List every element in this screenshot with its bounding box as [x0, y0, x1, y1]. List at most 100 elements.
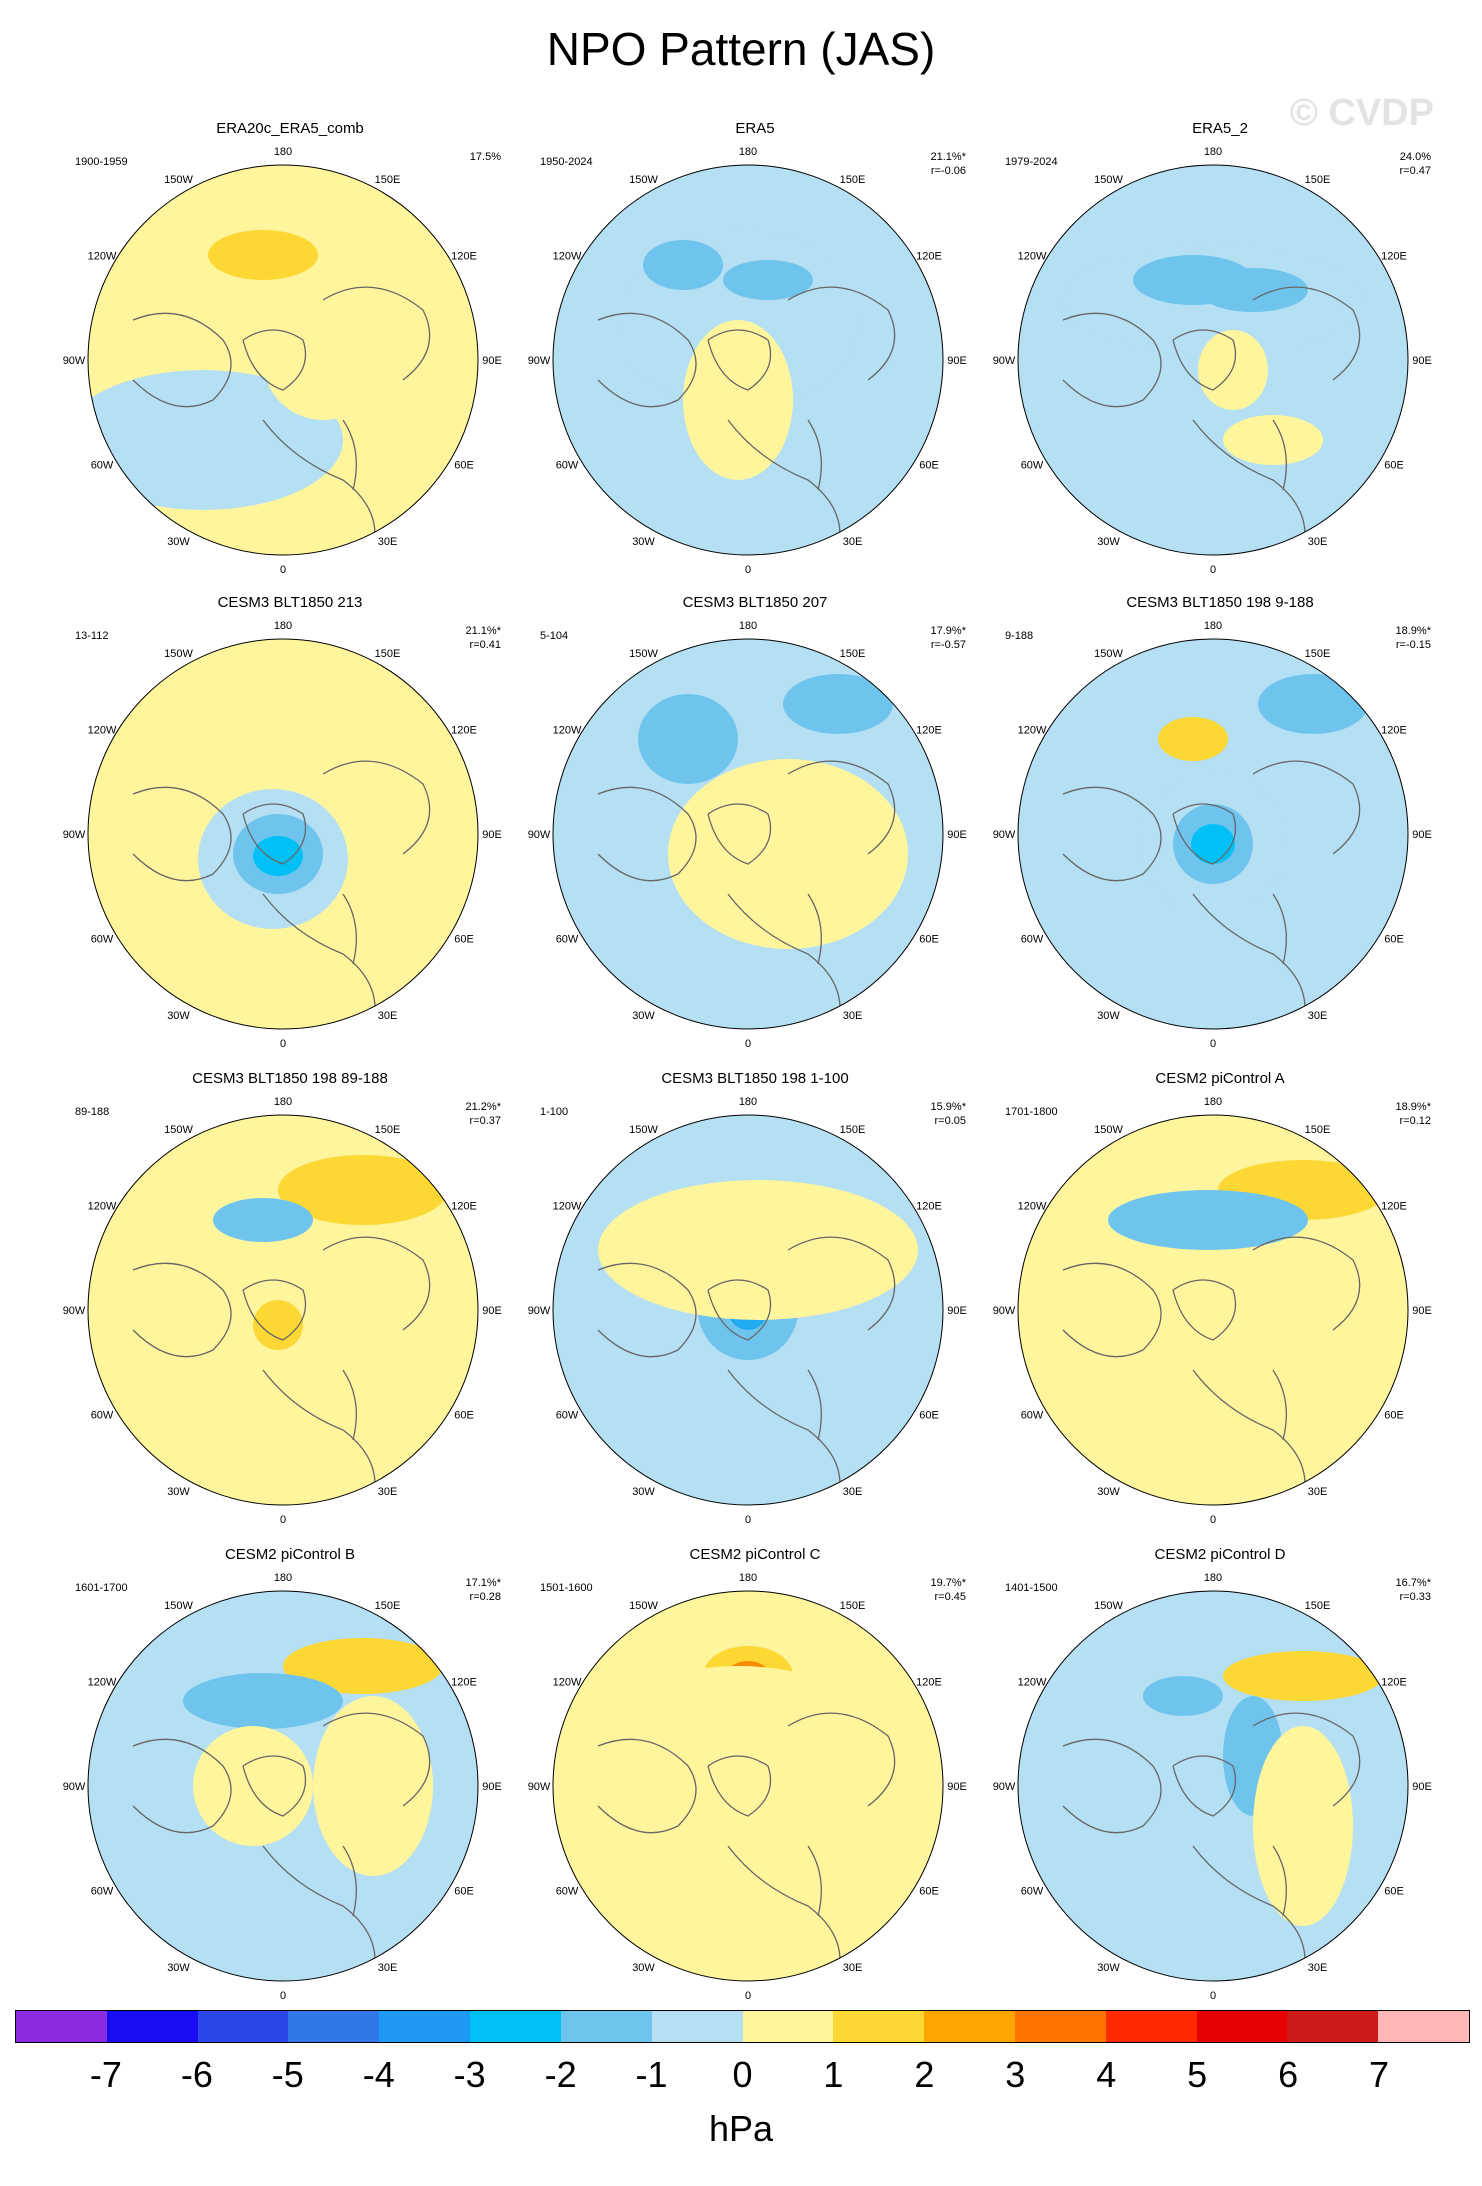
anomaly-contour: [668, 759, 908, 949]
panel-title: ERA20c_ERA5_comb: [216, 120, 364, 137]
coastline: [262, 419, 376, 551]
longitude-label: 60E: [919, 934, 939, 946]
panel-period: 5-104: [540, 630, 569, 642]
longitude-label: 180: [739, 620, 757, 632]
longitude-label: 120E: [916, 1677, 942, 1689]
longitude-label: 90E: [1412, 1781, 1432, 1793]
map-border: [1017, 164, 1409, 556]
longitude-label: 30W: [167, 536, 190, 548]
anomaly-contour: [1198, 330, 1268, 410]
coastline: [322, 286, 431, 381]
longitude-label: 30W: [632, 1486, 655, 1498]
coastline: [1272, 1369, 1287, 1441]
coastline: [1252, 1236, 1361, 1331]
longitude-label: 60W: [1021, 460, 1044, 472]
anomaly-contour: [208, 230, 318, 280]
colorbar-tick-label: 0: [732, 2054, 753, 2095]
explained-variance: 21.2%*: [465, 1101, 501, 1113]
colorbar-tick-label: -5: [271, 2054, 304, 2095]
coastline: [342, 1369, 357, 1441]
panel-period: 1979-2024: [1005, 156, 1058, 168]
explained-variance: 21.1%*: [465, 625, 501, 637]
colorbar-tick-label: -6: [180, 2054, 213, 2095]
longitude-label: 0: [280, 1038, 286, 1050]
polar-map-icon: 180 150E 120E 90E 60E 30E 0 30W 60W 90W 120W 150W: [528, 1572, 967, 2002]
colorbar-segment: [742, 2011, 834, 2042]
coastline: [727, 1845, 841, 1977]
coastline: [1272, 1845, 1287, 1917]
longitude-label: 0: [280, 1990, 286, 2002]
longitude-label: 0: [280, 564, 286, 576]
coastline: [1192, 1845, 1306, 1977]
explained-variance: 15.9%*: [930, 1101, 966, 1113]
coastline: [1192, 419, 1306, 551]
pattern-correlation: r=0.33: [1399, 1591, 1432, 1603]
colorbar-tick-label: 5: [1187, 2054, 1208, 2095]
longitude-label: 60E: [454, 460, 474, 472]
explained-variance: 17.9%*: [930, 625, 966, 637]
longitude-label: 150W: [1094, 1600, 1123, 1612]
colorbar-segment: [1287, 2011, 1379, 2042]
longitude-label: 150E: [1305, 1124, 1331, 1136]
longitude-label: 150W: [629, 648, 658, 660]
panel-stats: 15.9%* r=0.05: [931, 1100, 966, 1128]
longitude-label: 90W: [528, 1781, 551, 1793]
longitude-label: 90W: [993, 1305, 1016, 1317]
longitude-label: 120E: [916, 251, 942, 263]
anomaly-contour: [183, 689, 443, 799]
longitude-label: 90E: [482, 355, 502, 367]
map-border: [1017, 1114, 1409, 1506]
longitude-label: 150E: [840, 648, 866, 660]
panel-stats: 24.0% r=0.47: [1400, 150, 1432, 178]
coastline: [132, 1738, 232, 1834]
map-panel: CESM3 BLT1850 198 1-100 1-100 15.9%* r=0.05…: [520, 1070, 990, 1540]
anomaly-contour: [588, 1666, 888, 1826]
longitude-label: 30E: [843, 1486, 863, 1498]
panel-period: 1701-1800: [1005, 1106, 1058, 1118]
map-panel: CESM2 piControl C 1501-1600 19.7%* r=0.45 18…: [520, 1546, 990, 2016]
coastline: [1252, 760, 1361, 855]
longitude-label: 60W: [91, 934, 114, 946]
panel-title: CESM2 piControl C: [689, 1546, 821, 1563]
map-panel: CESM3 BLT1850 198 9-188 9-188 18.9%* r=-0.1…: [985, 594, 1455, 1064]
longitude-label: 180: [1204, 1096, 1222, 1108]
anomaly-contour: [1108, 1190, 1308, 1250]
longitude-label: 90W: [63, 1781, 86, 1793]
longitude-label: 30E: [1308, 1010, 1328, 1022]
coastline: [132, 1262, 232, 1358]
panel-title: CESM3 BLT1850 198 89-188: [192, 1070, 388, 1087]
pattern-correlation: r=0.45: [934, 1591, 967, 1603]
coastline: [807, 893, 822, 965]
panel-period: 1601-1700: [75, 1582, 128, 1594]
polar-map-icon: 180 150E 120E 90E 60E 30E 0 30W 60W 90W 120W 150W: [993, 146, 1432, 576]
anomaly-contour: [278, 1155, 448, 1225]
colorbar-tick-label: -3: [453, 2054, 486, 2095]
coastline: [242, 1755, 307, 1817]
longitude-label: 180: [739, 1096, 757, 1108]
map-panel: CESM3 BLT1850 198 89-188 89-188 21.2%* r=0.…: [55, 1070, 525, 1540]
longitude-label: 90E: [947, 1781, 967, 1793]
panel-title: CESM2 piControl A: [1155, 1070, 1285, 1087]
anomaly-contour: [1198, 268, 1308, 312]
coastline: [1062, 786, 1162, 882]
longitude-label: 90W: [528, 1305, 551, 1317]
colorbar-tick-label: -7: [89, 2054, 122, 2095]
anomaly-contour: [598, 1180, 918, 1320]
longitude-label: 180: [274, 620, 292, 632]
panel-title: ERA5_2: [1192, 120, 1248, 137]
longitude-label: 90E: [1412, 1305, 1432, 1317]
polar-map-icon: 180 150E 120E 90E 60E 30E 0 30W 60W 90W 120W 150W: [528, 1096, 967, 1526]
panel-period: 89-188: [75, 1106, 110, 1118]
colorbar-segment: [924, 2011, 1015, 2042]
coastline: [1172, 329, 1237, 391]
coastline: [807, 1845, 822, 1917]
longitude-label: 150E: [840, 174, 866, 186]
coastline: [807, 1369, 822, 1441]
panel-title: CESM3 BLT1850 207: [682, 594, 828, 611]
longitude-label: 60W: [1021, 1886, 1044, 1898]
panel-stats: 19.7%* r=0.45: [931, 1576, 966, 1604]
longitude-label: 60E: [919, 460, 939, 472]
anomaly-contour: [253, 1300, 303, 1350]
map-border: [1017, 1590, 1409, 1982]
coastline: [1252, 286, 1361, 381]
